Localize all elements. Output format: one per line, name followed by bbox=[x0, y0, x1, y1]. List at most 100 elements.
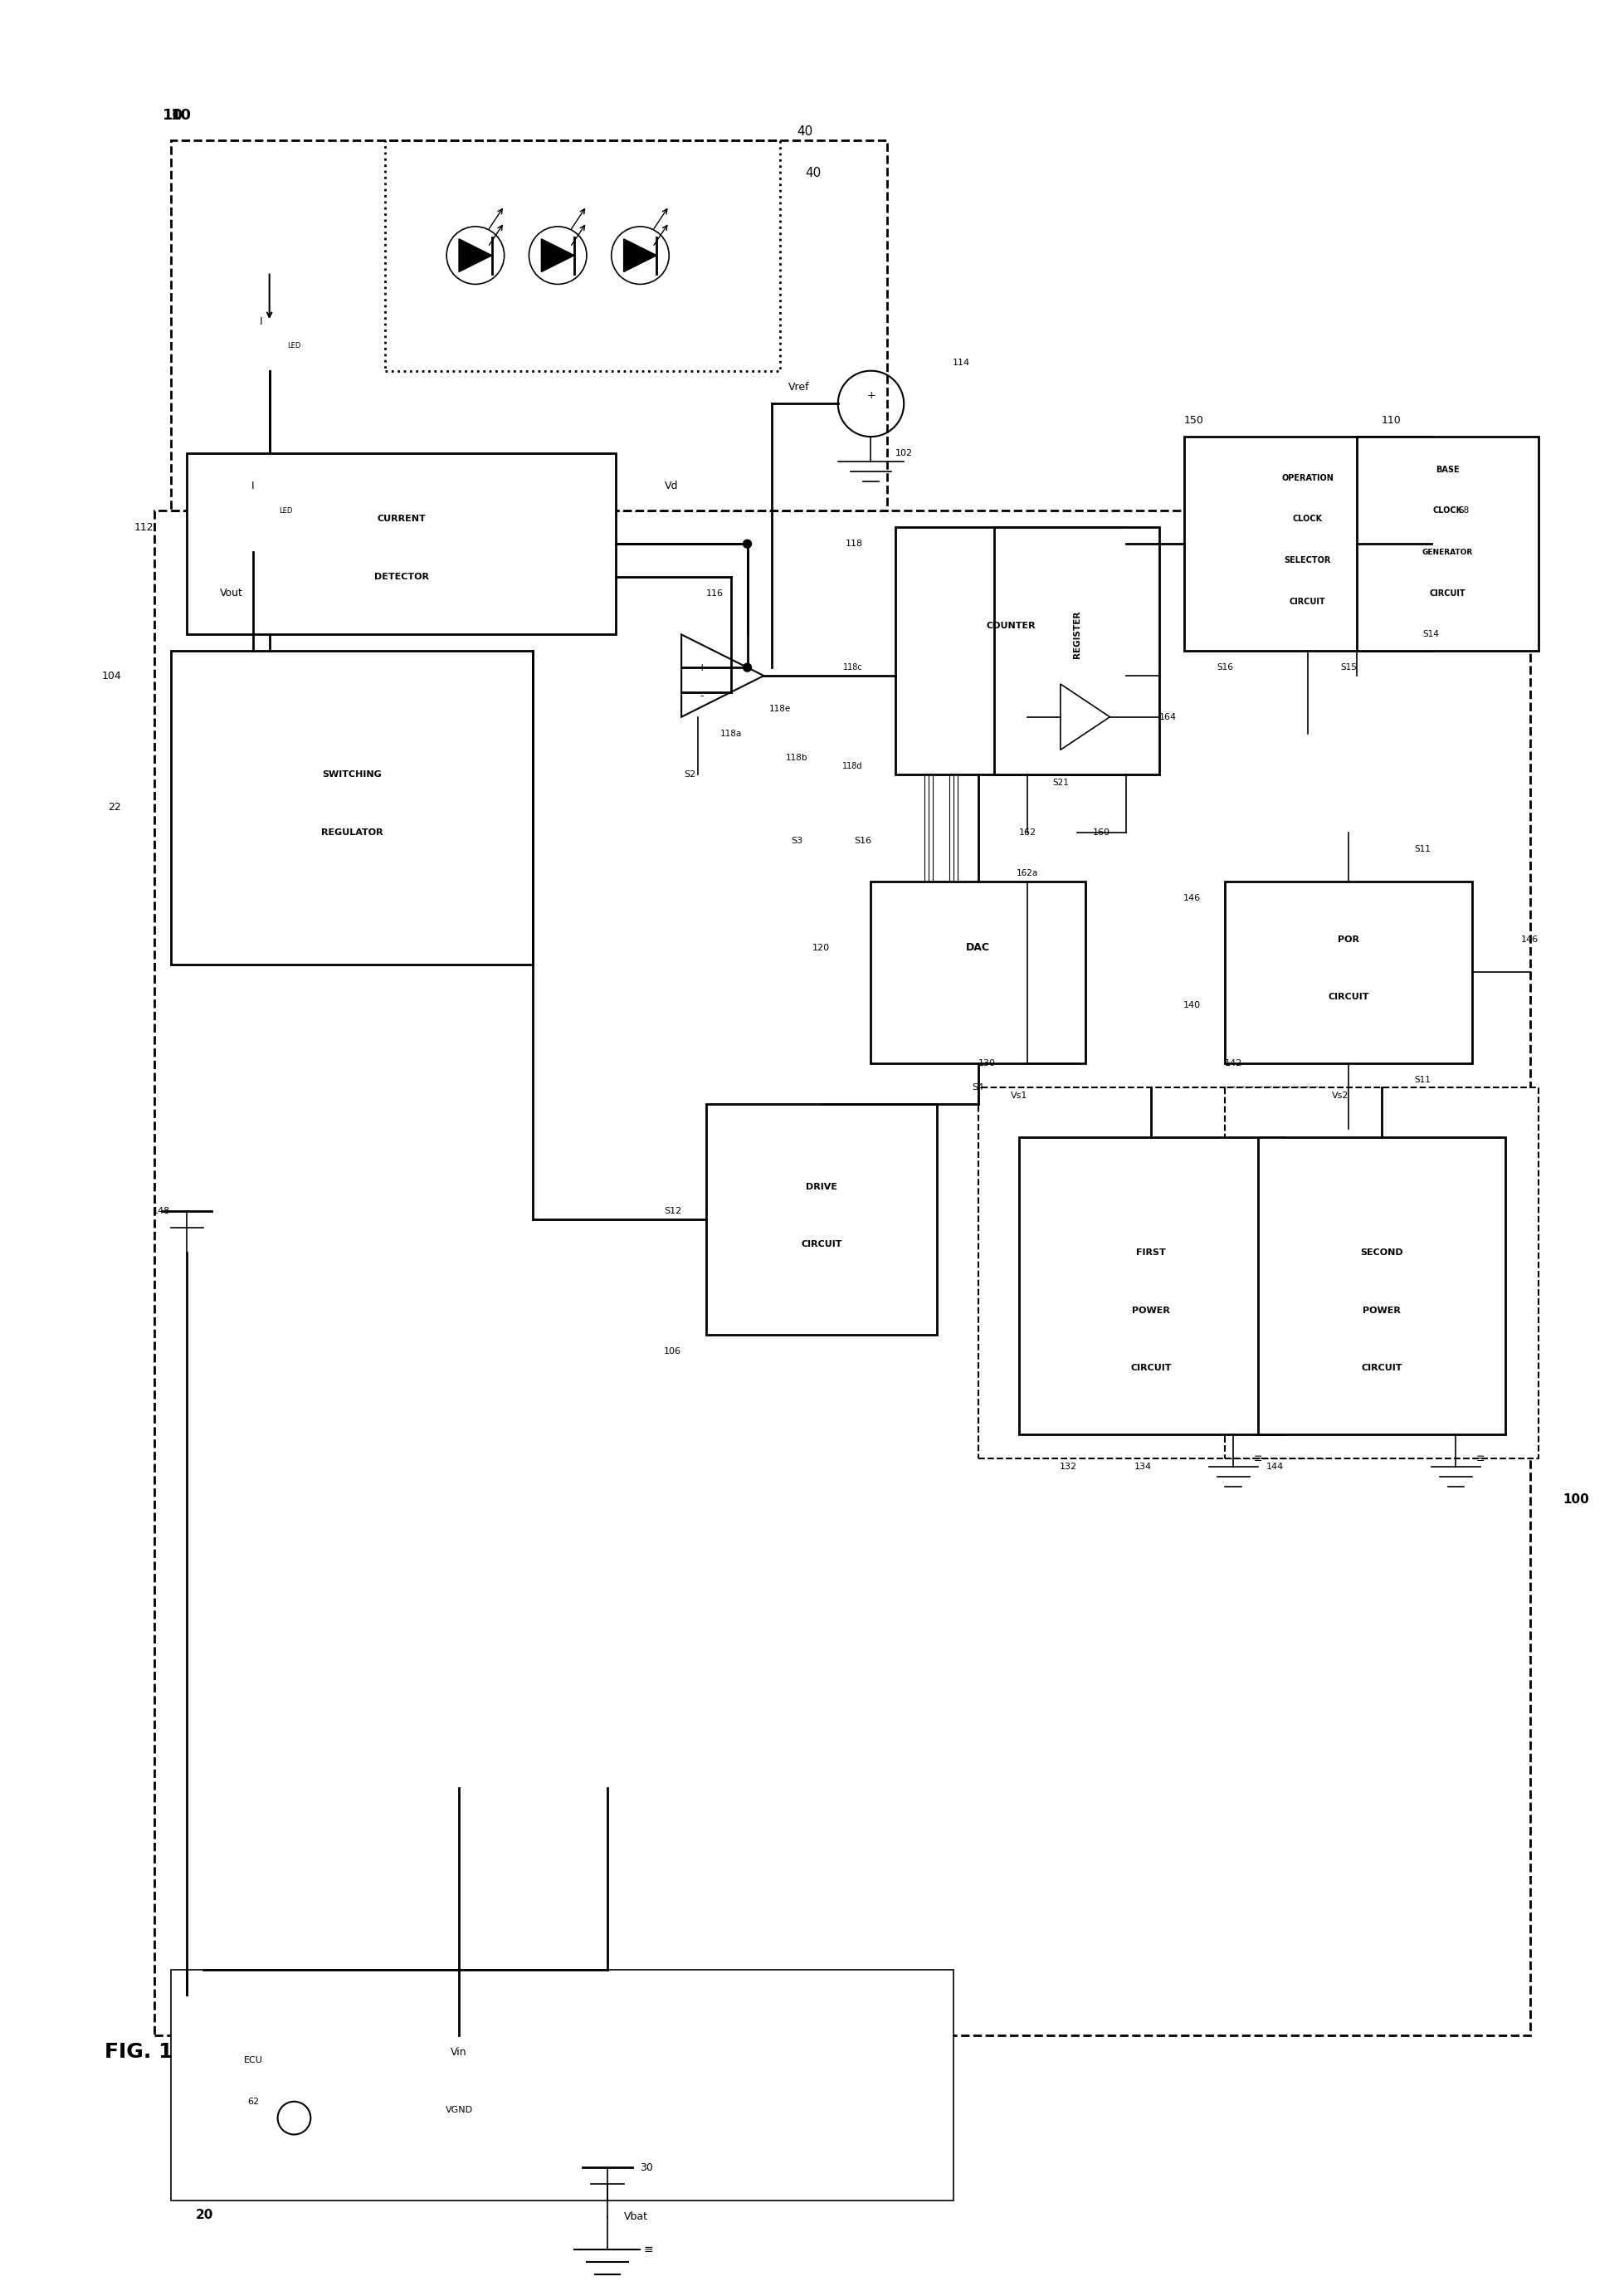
Text: 146: 146 bbox=[1182, 893, 1200, 903]
Text: SWITCHING: SWITCHING bbox=[322, 770, 382, 779]
Bar bbox=[870, 882, 1085, 1063]
Text: 110: 110 bbox=[1382, 415, 1402, 426]
Text: S4: S4 bbox=[973, 1084, 984, 1093]
Text: ≡: ≡ bbox=[643, 2245, 653, 2257]
Text: 20: 20 bbox=[195, 2209, 213, 2222]
Text: FIRST: FIRST bbox=[1137, 1249, 1166, 1258]
Polygon shape bbox=[624, 238, 656, 273]
Text: S12: S12 bbox=[664, 1207, 682, 1217]
Text: 106: 106 bbox=[664, 1347, 682, 1356]
Bar bbox=[154, 511, 1530, 2037]
Text: S2: S2 bbox=[684, 770, 695, 779]
Text: OPERATION: OPERATION bbox=[1281, 474, 1333, 481]
Bar bbox=[706, 1104, 937, 1336]
Text: 40: 40 bbox=[797, 126, 812, 137]
Text: Vin: Vin bbox=[451, 2046, 468, 2057]
Bar bbox=[1224, 882, 1473, 1063]
Text: BASE: BASE bbox=[1436, 465, 1460, 474]
Text: I: I bbox=[260, 316, 263, 328]
Text: SELECTOR: SELECTOR bbox=[1285, 557, 1332, 564]
Text: Vout: Vout bbox=[219, 589, 244, 598]
Text: S8: S8 bbox=[1458, 506, 1470, 515]
Text: 40: 40 bbox=[806, 167, 822, 179]
Text: Vd: Vd bbox=[664, 481, 679, 493]
Text: 160: 160 bbox=[1093, 827, 1111, 836]
Text: 118a: 118a bbox=[719, 729, 742, 738]
Text: 144: 144 bbox=[1265, 1462, 1283, 1471]
Text: 140: 140 bbox=[1182, 1001, 1200, 1010]
Text: 112: 112 bbox=[135, 522, 154, 534]
Text: 102: 102 bbox=[895, 449, 913, 458]
Circle shape bbox=[744, 541, 752, 548]
Text: 114: 114 bbox=[953, 357, 970, 367]
Text: 130: 130 bbox=[978, 1058, 996, 1068]
Polygon shape bbox=[541, 238, 575, 273]
Text: POWER: POWER bbox=[1363, 1306, 1402, 1315]
Text: 164: 164 bbox=[1160, 713, 1176, 722]
Text: GENERATOR: GENERATOR bbox=[1423, 548, 1473, 557]
Text: 116: 116 bbox=[706, 589, 723, 598]
Text: DRIVE: DRIVE bbox=[806, 1182, 838, 1191]
Text: 22: 22 bbox=[109, 802, 122, 813]
Text: 118b: 118b bbox=[786, 754, 807, 763]
Bar bbox=[385, 140, 780, 371]
Text: ≡: ≡ bbox=[1254, 1452, 1262, 1464]
Text: CIRCUIT: CIRCUIT bbox=[1328, 992, 1369, 1001]
Text: +: + bbox=[867, 389, 875, 401]
Text: CIRCUIT: CIRCUIT bbox=[1289, 598, 1325, 605]
Text: 162a: 162a bbox=[1017, 868, 1038, 877]
Text: 120: 120 bbox=[812, 944, 830, 951]
Bar bbox=[171, 140, 887, 511]
Text: 118d: 118d bbox=[843, 763, 862, 770]
Text: S11: S11 bbox=[1415, 845, 1431, 852]
Text: ≡: ≡ bbox=[1476, 1452, 1484, 1464]
Text: 10: 10 bbox=[171, 108, 192, 124]
Circle shape bbox=[744, 664, 752, 671]
Text: S14: S14 bbox=[1423, 630, 1439, 639]
Bar bbox=[1184, 438, 1431, 651]
Text: S16: S16 bbox=[1216, 664, 1234, 671]
Text: S11: S11 bbox=[1415, 1074, 1431, 1084]
Text: 148: 148 bbox=[153, 1207, 171, 1217]
Text: 118c: 118c bbox=[843, 664, 862, 671]
Bar bbox=[1020, 1136, 1283, 1434]
Text: 118e: 118e bbox=[770, 706, 791, 713]
Text: 162: 162 bbox=[1018, 827, 1036, 836]
Text: S3: S3 bbox=[791, 836, 802, 845]
Text: CIRCUIT: CIRCUIT bbox=[1429, 589, 1466, 598]
Text: -: - bbox=[700, 692, 703, 701]
Text: 10: 10 bbox=[162, 108, 184, 124]
Bar bbox=[171, 651, 533, 965]
Text: COUNTER: COUNTER bbox=[986, 623, 1036, 630]
Text: S21: S21 bbox=[1052, 779, 1069, 788]
Text: REGISTER: REGISTER bbox=[1073, 612, 1082, 658]
Text: CURRENT: CURRENT bbox=[377, 515, 425, 522]
Text: CIRCUIT: CIRCUIT bbox=[1130, 1363, 1171, 1372]
Text: 100: 100 bbox=[1562, 1494, 1590, 1505]
Text: Vref: Vref bbox=[789, 383, 810, 392]
Text: CLOCK: CLOCK bbox=[1293, 515, 1322, 522]
Text: Vbat: Vbat bbox=[624, 2211, 648, 2222]
Text: CLOCK: CLOCK bbox=[1432, 506, 1463, 515]
Text: VGND: VGND bbox=[445, 2105, 473, 2115]
Text: REGULATOR: REGULATOR bbox=[322, 827, 383, 836]
Text: POR: POR bbox=[1338, 935, 1359, 944]
Text: POWER: POWER bbox=[1132, 1306, 1169, 1315]
Bar bbox=[187, 454, 615, 635]
Text: DAC: DAC bbox=[966, 942, 991, 953]
Text: 134: 134 bbox=[1134, 1462, 1151, 1471]
Text: LED: LED bbox=[279, 506, 292, 515]
Text: Vs1: Vs1 bbox=[1010, 1093, 1028, 1100]
Text: 150: 150 bbox=[1184, 415, 1203, 426]
Text: 142: 142 bbox=[1224, 1058, 1242, 1068]
Polygon shape bbox=[460, 238, 492, 273]
Text: DETECTOR: DETECTOR bbox=[374, 573, 429, 582]
Bar bbox=[1224, 1088, 1538, 1459]
Text: 62: 62 bbox=[247, 2096, 258, 2105]
Text: SECOND: SECOND bbox=[1361, 1249, 1403, 1258]
Bar bbox=[895, 527, 1127, 774]
Text: LED: LED bbox=[287, 341, 300, 351]
Bar bbox=[978, 1088, 1324, 1459]
Text: 146: 146 bbox=[1522, 935, 1540, 944]
Text: S15: S15 bbox=[1340, 664, 1358, 671]
